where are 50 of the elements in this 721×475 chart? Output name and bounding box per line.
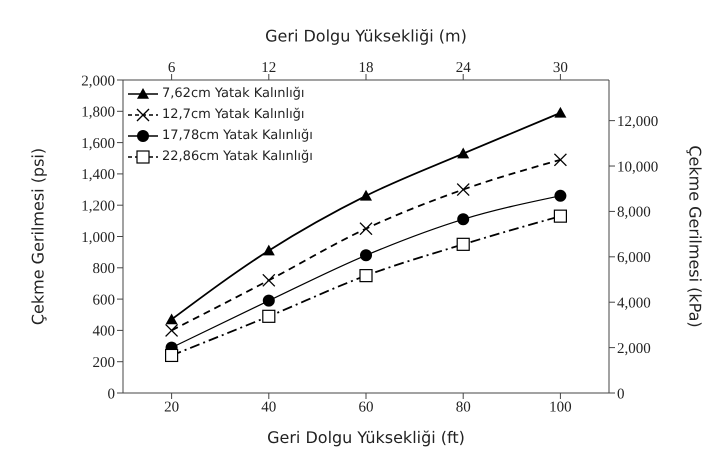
- legend-label: 7,62cm Yatak Kalınlığı: [162, 85, 305, 103]
- point: [554, 106, 566, 118]
- x2-tick-label: 18: [358, 60, 374, 76]
- point: [456, 238, 470, 251]
- point: [262, 310, 276, 323]
- x2-tick-label: 24: [456, 60, 472, 76]
- legend-label: 17,78cm Yatak Kalınlığı: [162, 127, 313, 145]
- y-tick-label: 1,600: [81, 136, 115, 152]
- y2-tick-label: 2,000: [617, 340, 651, 357]
- x-tick-label: 60: [358, 400, 374, 416]
- y-tick-label: 2,000: [81, 73, 115, 90]
- y2-tick-label: 4,000: [617, 296, 651, 312]
- x-tick-label: 40: [261, 400, 276, 416]
- x-axis-title: Geri Dolgu Yüksekliği (ft): [267, 428, 465, 447]
- point: [166, 313, 178, 324]
- point: [360, 190, 372, 201]
- x-tick-label: 80: [456, 400, 471, 416]
- y2-axis-title: Çekme Gerilmesi (kPa): [685, 145, 704, 328]
- x-tick-label: 100: [549, 400, 572, 416]
- y-tick-label: 600: [92, 292, 115, 308]
- y-tick-label: 1,800: [81, 104, 115, 121]
- y-tick-label: 1,000: [81, 230, 115, 246]
- x2-tick-label: 12: [261, 60, 276, 76]
- point: [262, 244, 275, 256]
- y-tick-label: 1,200: [81, 198, 115, 215]
- point: [360, 249, 372, 262]
- point: [359, 269, 373, 282]
- point: [165, 348, 178, 362]
- y-tick-label: 400: [92, 324, 115, 340]
- point: [554, 210, 567, 223]
- y-tick-label: 800: [92, 261, 115, 278]
- y2-tick-label: 10,000: [617, 159, 658, 176]
- point: [457, 213, 470, 226]
- point: [457, 148, 470, 158]
- x2-axis-title: Geri Dolgu Yüksekliği (m): [265, 26, 467, 46]
- y2-tick-label: 0: [617, 386, 624, 402]
- y-tick-label: 1,400: [81, 167, 115, 184]
- x-tick-label: 20: [164, 400, 180, 416]
- point: [554, 190, 566, 202]
- legend-label: 22,86cm Yatak Kalınlığı: [162, 148, 313, 166]
- legend-label: 12,7cm Yatak Kalınlığı: [162, 106, 305, 124]
- y2-tick-label: 6,000: [617, 250, 651, 266]
- point: [262, 294, 275, 307]
- x2-tick-label: 30: [552, 60, 568, 76]
- y2-tick-label: 12,000: [617, 114, 658, 130]
- y2-tick-label: 8,000: [617, 204, 651, 221]
- y-tick-label: 200: [92, 355, 115, 372]
- y-tick-label: 0: [108, 386, 115, 402]
- y-axis-title: Çekme Gerilmesi (psi): [28, 148, 48, 326]
- x2-tick-label: 6: [168, 60, 176, 76]
